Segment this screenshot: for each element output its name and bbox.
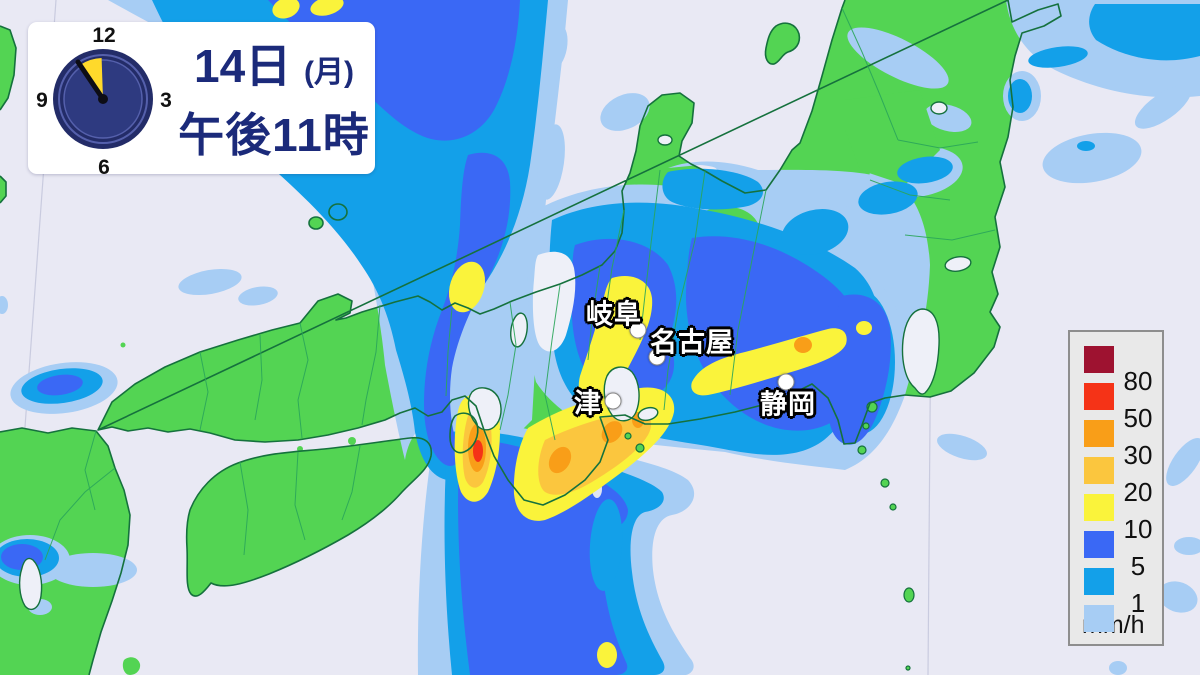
legend-swatch-7 bbox=[1084, 605, 1114, 632]
city-dot-0 bbox=[629, 321, 647, 339]
legend-swatch-3 bbox=[1084, 457, 1114, 484]
city-label-2: 津 bbox=[574, 388, 602, 419]
coastline-layer bbox=[0, 0, 1062, 675]
nanao-bay bbox=[657, 134, 673, 146]
legend-swatch-2 bbox=[1084, 420, 1114, 447]
legend-value-10: 10 bbox=[1123, 514, 1153, 544]
city-label-3: 静岡 bbox=[760, 389, 816, 420]
legend-value-5: 5 bbox=[1130, 551, 1146, 581]
legend-value-30: 30 bbox=[1123, 440, 1153, 470]
legend-value-1: 1 bbox=[1130, 588, 1146, 618]
datetime-text: 14日 (月) 午後11時 bbox=[166, 36, 382, 167]
legend-value-80: 80 bbox=[1123, 366, 1153, 396]
city-dot-2 bbox=[604, 392, 622, 410]
legend-value-50: 50 bbox=[1123, 403, 1153, 433]
rain-layer-30mm bbox=[468, 337, 812, 474]
sado-island bbox=[765, 23, 800, 65]
clock-numbers: 12 3 6 9 bbox=[36, 24, 172, 179]
date-label: 14日 (月) bbox=[194, 40, 354, 92]
legend-swatch-5 bbox=[1084, 531, 1114, 558]
legend-swatch-4 bbox=[1084, 494, 1114, 521]
tanegashima-island bbox=[122, 657, 141, 675]
tokyo-bay bbox=[901, 308, 940, 395]
mishima-islet bbox=[120, 342, 126, 348]
city-dot-3 bbox=[777, 373, 795, 391]
city-label-1: 名古屋 bbox=[650, 327, 734, 358]
lake-kasumigaura bbox=[944, 256, 972, 272]
rain-layer-50mm bbox=[473, 440, 483, 462]
oki-island bbox=[309, 217, 323, 229]
shikoku-island bbox=[186, 437, 432, 597]
clock-hand bbox=[75, 59, 106, 102]
korea-coast-strip bbox=[0, 176, 6, 203]
prefecture-borders bbox=[44, 7, 996, 561]
city-dot-1 bbox=[648, 348, 666, 366]
city-label-0: 岐阜 bbox=[586, 299, 642, 330]
svg-text:9: 9 bbox=[36, 89, 48, 112]
svg-text:6: 6 bbox=[98, 156, 110, 179]
legend-swatch-1 bbox=[1084, 383, 1114, 410]
datetime-panel: 12 3 6 9 14日 (月) 午後11時 bbox=[28, 22, 375, 179]
biwa-lowland-white bbox=[532, 251, 576, 352]
seto-islet bbox=[348, 437, 356, 445]
ariake-sea bbox=[18, 557, 43, 611]
svg-text:3: 3 bbox=[160, 89, 172, 112]
legend-swatch-6 bbox=[1084, 568, 1114, 595]
legend-value-20: 20 bbox=[1123, 477, 1153, 507]
korea-coast-strip bbox=[0, 26, 16, 110]
time-label: 午後11時 bbox=[178, 109, 370, 161]
lake-inawashiro bbox=[930, 101, 948, 115]
mikawa-bay bbox=[637, 406, 659, 422]
clock-icon: 12 3 6 9 bbox=[28, 22, 188, 182]
svg-text:12: 12 bbox=[92, 24, 115, 47]
legend-swatch-0 bbox=[1084, 346, 1114, 373]
